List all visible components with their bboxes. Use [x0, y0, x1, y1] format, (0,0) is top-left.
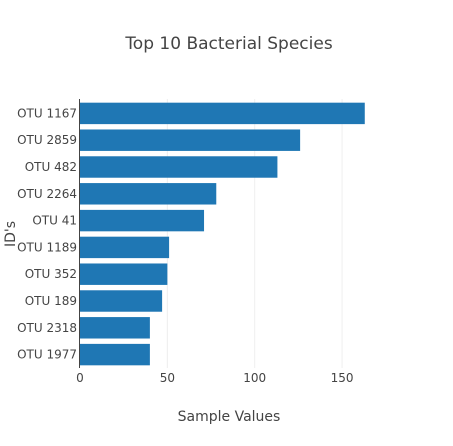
y-tick-label: OTU 2318 — [17, 321, 77, 335]
y-tick-labels: OTU 1167 OTU 2859 OTU 482 OTU 2264 OTU 41 OTU… — [17, 106, 77, 361]
bar[interactable] — [80, 209, 205, 232]
chart-title: Top 10 Bacterial Species — [124, 34, 333, 54]
y-tick-label: OTU 1167 — [17, 106, 77, 120]
y-tick-label: OTU 2859 — [17, 133, 77, 147]
x-tick-label: 0 — [76, 371, 84, 385]
bar[interactable] — [80, 236, 170, 259]
bars — [80, 102, 365, 366]
y-tick-label: OTU 189 — [25, 294, 77, 308]
y-tick-label: OTU 352 — [25, 267, 77, 281]
x-tick-label: 100 — [243, 371, 266, 385]
bar[interactable] — [80, 156, 278, 178]
x-axis-title: Sample Values — [178, 409, 281, 425]
y-tick-label: OTU 1977 — [17, 348, 77, 362]
x-tick-label: 50 — [160, 371, 175, 385]
bar[interactable] — [80, 129, 301, 151]
y-tick-label: OTU 2264 — [17, 187, 77, 201]
x-tick-label: 150 — [331, 371, 354, 385]
y-tick-label: OTU 1189 — [17, 240, 77, 254]
bar[interactable] — [80, 102, 365, 125]
y-tick-label: OTU 41 — [32, 214, 77, 228]
x-tick-labels: 0 50 100 150 — [76, 371, 353, 385]
bar[interactable] — [80, 183, 217, 205]
bar[interactable] — [80, 290, 163, 312]
y-tick-label: OTU 482 — [25, 160, 77, 174]
bar[interactable] — [80, 263, 168, 285]
bar[interactable] — [80, 317, 150, 339]
bar[interactable] — [80, 343, 150, 366]
y-axis-title: ID's — [3, 221, 19, 247]
